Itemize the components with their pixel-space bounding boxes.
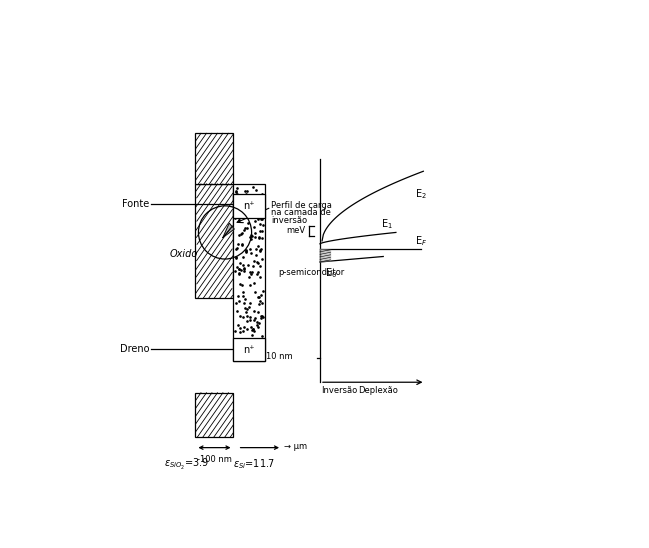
- Text: $\varepsilon_{SiO_2}$=3.9: $\varepsilon_{SiO_2}$=3.9: [164, 457, 210, 472]
- Bar: [234, 338, 265, 361]
- Bar: [195, 393, 234, 437]
- Text: n⁺: n⁺: [243, 345, 255, 355]
- Text: Inversão: Inversão: [321, 386, 357, 396]
- Text: E$_2$: E$_2$: [415, 187, 426, 201]
- Text: na camada de: na camada de: [271, 208, 331, 218]
- Polygon shape: [223, 223, 234, 237]
- Text: Dreno: Dreno: [119, 344, 149, 355]
- Text: $\varepsilon_{Si}$=11.7: $\varepsilon_{Si}$=11.7: [234, 458, 276, 471]
- Text: → µm: → µm: [284, 442, 307, 451]
- Text: E$_F$: E$_F$: [415, 234, 427, 248]
- Bar: [234, 195, 265, 218]
- Text: -10 nm: -10 nm: [263, 352, 293, 362]
- Text: meV: meV: [286, 226, 305, 236]
- Text: n⁺: n⁺: [243, 201, 255, 211]
- Text: E$_0$: E$_0$: [325, 266, 337, 280]
- Text: -100 nm: -100 nm: [197, 455, 232, 464]
- Bar: [234, 184, 265, 361]
- Polygon shape: [320, 249, 330, 262]
- Text: inversão: inversão: [271, 216, 308, 225]
- Text: Perfil de carga: Perfil de carga: [271, 201, 332, 210]
- Bar: [195, 133, 234, 184]
- Text: Oxido: Oxido: [170, 249, 199, 259]
- Text: Deplexão: Deplexão: [358, 386, 398, 396]
- Bar: [195, 184, 234, 298]
- Text: Fonte: Fonte: [122, 199, 149, 209]
- Text: p-semicondutor: p-semicondutor: [278, 268, 344, 277]
- Text: E$_1$: E$_1$: [381, 218, 393, 231]
